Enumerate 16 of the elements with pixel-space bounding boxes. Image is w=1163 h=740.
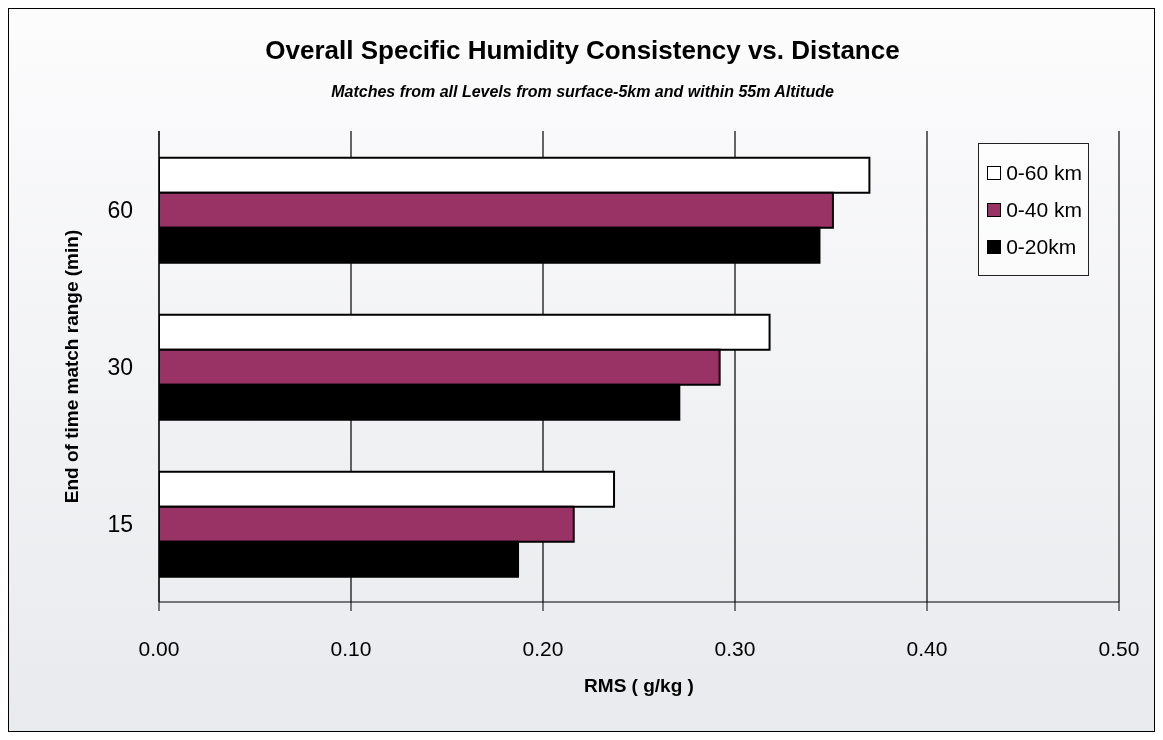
legend-label: 0-20km [1006, 234, 1077, 259]
x-tick-label: 0.50 [1098, 636, 1140, 660]
x-tick-label: 0.10 [330, 636, 372, 660]
y-tick-label: 30 [107, 353, 133, 380]
y-axis-title: End of time match range (min) [60, 229, 82, 504]
chart-subtitle: Matches from all Levels from surface-5km and within 55m Altitude [330, 83, 835, 101]
chart-title: Overall Specific Humidity Consistency vs. Distance [264, 35, 901, 66]
y-tick-label: 15 [107, 510, 133, 537]
x-tick-label: 0.30 [714, 636, 756, 660]
legend-label: 0-60 km [1006, 160, 1082, 185]
x-axis-title: RMS ( g/kg ) [584, 675, 694, 696]
x-tick-label: 0.00 [138, 636, 180, 660]
x-tick-label: 0.20 [522, 636, 564, 660]
legend-label: 0-40 km [1006, 197, 1082, 222]
x-tick-label: 0.40 [906, 636, 948, 660]
y-tick-label: 60 [107, 196, 133, 223]
